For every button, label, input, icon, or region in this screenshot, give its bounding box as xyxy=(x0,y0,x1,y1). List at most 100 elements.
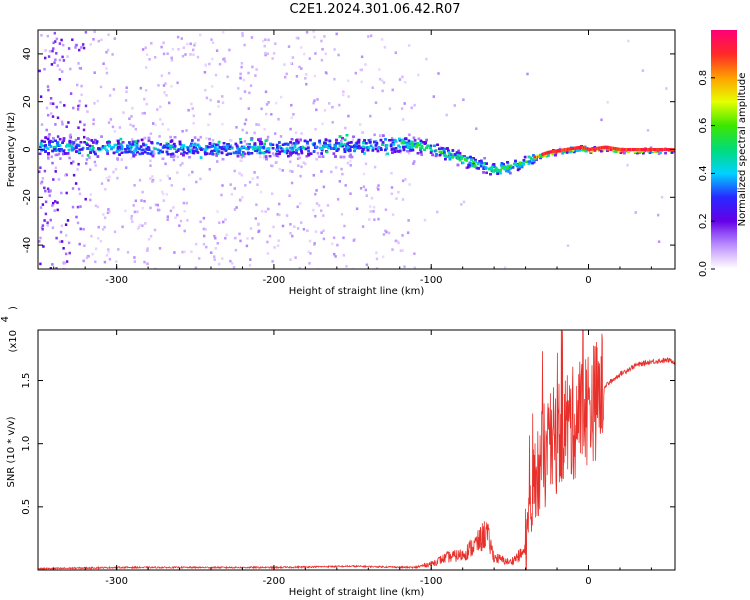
signal-mark xyxy=(47,135,51,138)
noise-mark xyxy=(189,42,192,46)
noise-mark xyxy=(276,244,280,248)
signal-mark xyxy=(120,151,124,154)
noise-mark xyxy=(255,68,258,71)
noise-mark xyxy=(204,88,207,92)
noise-mark xyxy=(67,121,70,124)
signal-mark xyxy=(68,139,72,143)
noise-mark xyxy=(291,234,294,238)
noise-mark xyxy=(260,107,263,111)
signal-mark xyxy=(260,142,263,145)
noise-mark xyxy=(39,181,43,185)
signal-mark xyxy=(216,152,220,155)
noise-mark xyxy=(133,184,136,187)
signal-mark xyxy=(250,138,253,141)
noise-mark xyxy=(157,84,160,87)
noise-mark xyxy=(364,188,367,192)
signal-mark xyxy=(222,147,226,151)
noise-mark xyxy=(176,155,179,159)
noise-mark xyxy=(323,35,326,38)
signal-mark xyxy=(394,139,397,142)
noise-mark xyxy=(186,42,189,46)
signal-mark xyxy=(382,134,385,137)
signal-mark xyxy=(48,140,51,144)
signal-mark xyxy=(406,142,410,145)
noise-mark xyxy=(359,68,362,72)
noise-mark xyxy=(306,229,309,232)
noise-mark xyxy=(224,236,227,240)
signal-mark xyxy=(438,150,442,153)
noise-mark xyxy=(254,74,257,77)
signal-mark xyxy=(195,148,199,151)
signal-mark xyxy=(265,158,268,161)
signal-mark xyxy=(146,152,150,155)
noise-mark xyxy=(295,75,299,78)
noise-mark xyxy=(285,72,288,76)
signal-mark xyxy=(57,148,61,151)
noise-mark xyxy=(249,84,253,87)
noise-mark xyxy=(290,116,293,119)
signal-mark xyxy=(627,150,630,153)
signal-mark xyxy=(568,149,572,153)
noise-mark xyxy=(153,152,156,155)
noise-mark xyxy=(105,176,109,180)
signal-mark xyxy=(604,147,607,151)
noise-mark xyxy=(69,92,73,95)
noise-mark xyxy=(146,249,149,252)
signal-mark xyxy=(434,154,438,158)
noise-mark xyxy=(71,38,74,41)
noise-mark xyxy=(401,234,404,237)
signal-mark xyxy=(475,166,479,170)
noise-mark xyxy=(221,95,224,98)
noise-mark xyxy=(417,73,420,77)
noise-mark xyxy=(347,95,350,98)
signal-mark xyxy=(520,165,524,169)
noise-mark xyxy=(391,88,394,92)
noise-mark xyxy=(251,177,254,180)
signal-mark xyxy=(178,140,182,143)
noise-mark xyxy=(65,260,69,263)
signal-mark xyxy=(285,147,289,150)
signal-mark xyxy=(385,144,389,147)
signal-mark xyxy=(447,151,451,154)
signal-mark xyxy=(101,145,105,148)
signal-mark xyxy=(381,141,385,144)
signal-mark xyxy=(659,151,662,154)
signal-mark xyxy=(492,163,496,166)
signal-mark xyxy=(402,148,406,152)
noise-mark xyxy=(112,170,115,174)
noise-mark xyxy=(141,112,144,115)
signal-mark xyxy=(540,155,543,158)
noise-mark xyxy=(143,111,146,115)
noise-mark xyxy=(107,208,110,211)
noise-mark xyxy=(55,52,58,55)
noise-mark xyxy=(195,242,198,246)
signal-mark xyxy=(342,155,346,159)
noise-mark xyxy=(170,59,174,62)
noise-mark xyxy=(251,65,254,69)
signal-mark xyxy=(190,142,193,145)
noise-mark xyxy=(105,50,108,54)
signal-mark xyxy=(232,151,236,155)
noise-mark xyxy=(39,262,42,266)
signal-mark xyxy=(136,139,140,143)
signal-mark xyxy=(290,149,294,152)
signal-mark xyxy=(494,169,497,172)
noise-mark xyxy=(162,41,165,45)
noise-mark xyxy=(364,149,367,152)
noise-mark xyxy=(312,30,315,33)
signal-mark xyxy=(433,144,436,147)
signal-mark xyxy=(102,146,106,149)
noise-mark xyxy=(265,112,268,116)
signal-mark xyxy=(474,160,477,163)
noise-mark xyxy=(297,164,300,167)
noise-mark xyxy=(166,52,169,55)
noise-mark xyxy=(401,198,405,201)
noise-mark xyxy=(413,252,416,255)
noise-mark xyxy=(43,169,47,173)
noise-mark xyxy=(403,265,406,268)
noise-mark xyxy=(80,93,83,97)
noise-mark xyxy=(58,42,62,45)
noise-mark xyxy=(208,62,211,66)
noise-mark xyxy=(413,160,416,163)
noise-mark xyxy=(97,39,100,43)
